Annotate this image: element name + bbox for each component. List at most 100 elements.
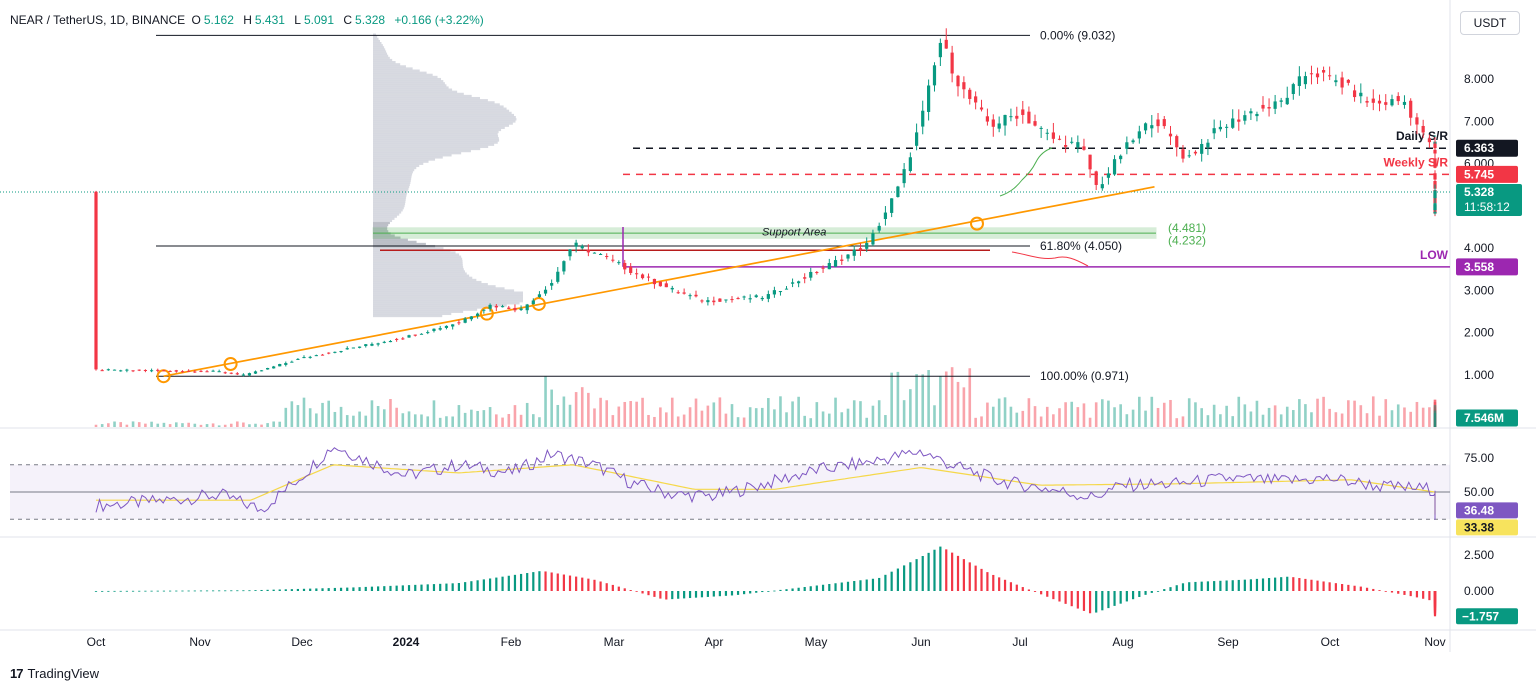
candle-body <box>168 370 172 372</box>
volume-bar <box>1310 412 1313 427</box>
volume-tag-bg <box>1456 409 1518 427</box>
macd-bar <box>749 591 752 594</box>
volume-profile-bar <box>373 84 447 87</box>
candle-body <box>1433 212 1437 214</box>
candle-body <box>357 346 362 348</box>
volume-bar <box>1433 413 1437 427</box>
volume-bar <box>1433 409 1437 427</box>
candle-body <box>1340 77 1344 88</box>
volume-profile-bar <box>373 266 464 269</box>
volume-bar <box>482 410 486 427</box>
macd-bar <box>501 576 504 591</box>
macd-bar <box>162 590 166 592</box>
volume-bar <box>1279 414 1283 427</box>
candle-body <box>112 369 117 371</box>
macd-bar <box>846 581 850 591</box>
macd-value-tag: −1.757 <box>1456 608 1518 625</box>
month-tick-label: Nov <box>1424 635 1445 649</box>
candle-body <box>217 371 221 373</box>
volume-profile-bar <box>373 105 504 108</box>
candle-body <box>1291 84 1295 95</box>
candle-body <box>1070 141 1074 143</box>
volume-bar <box>991 406 995 427</box>
candle-body <box>1409 100 1413 118</box>
macd-bar <box>767 591 770 592</box>
volume-bar <box>1225 405 1228 427</box>
candle-body <box>629 266 633 273</box>
candle-body <box>1131 140 1135 143</box>
macd-bar <box>878 577 881 591</box>
volume-bar <box>278 421 282 427</box>
macd-bar <box>1243 579 1246 591</box>
candle-body <box>1365 101 1369 103</box>
candle-body <box>1297 76 1301 86</box>
weekly-sr-price-tag-text: 5.745 <box>1464 167 1494 181</box>
volume-profile-bar <box>373 116 516 119</box>
macd-bar <box>1076 591 1079 609</box>
candle-body <box>950 52 954 74</box>
macd-bar <box>865 579 868 591</box>
volume-profile-bar <box>373 198 406 201</box>
candle-body <box>1273 101 1277 109</box>
candle-body <box>413 334 417 336</box>
candle-body <box>784 288 789 290</box>
currency-button[interactable]: USDT <box>1460 11 1520 35</box>
volume-profile-bar <box>373 293 523 297</box>
candle-body <box>131 370 135 372</box>
macd-bar <box>389 585 392 591</box>
macd-bar <box>464 582 467 591</box>
volume-bar <box>834 397 837 427</box>
candle-body <box>1433 149 1437 154</box>
candle-body <box>94 191 98 370</box>
rsi-ma-value-tag-bg <box>1456 519 1518 536</box>
volume-bar <box>137 422 141 427</box>
candle-body <box>921 110 925 127</box>
price-tick-label: 2.000 <box>1464 326 1494 340</box>
candle-body <box>162 370 166 372</box>
macd-bar <box>871 578 875 591</box>
macd-bar <box>647 591 650 596</box>
volume-bar <box>260 424 263 427</box>
candle-body <box>877 225 881 231</box>
macd-bar <box>290 589 293 591</box>
macd-bar <box>513 574 517 591</box>
volume-bar <box>1261 414 1265 427</box>
volume-profile-bar <box>373 42 382 45</box>
candle-body <box>598 253 603 255</box>
candle-body <box>974 96 978 103</box>
volume-bar <box>1359 405 1363 427</box>
brand-name: TradingView <box>27 666 100 681</box>
macd-bar <box>1433 591 1437 617</box>
macd-bar <box>131 590 135 592</box>
month-tick-label: Feb <box>501 635 522 649</box>
volume-profile-bar <box>373 82 445 85</box>
macd-bar <box>556 573 559 591</box>
volume-bar <box>1021 410 1025 427</box>
volume-bar <box>629 401 632 427</box>
macd-bar <box>488 578 492 591</box>
candle-body <box>1100 184 1104 189</box>
macd-bar <box>1101 591 1104 611</box>
volume-bar <box>1175 418 1179 427</box>
last-price-tag-bg <box>1456 183 1522 216</box>
volume-bar <box>1039 416 1043 427</box>
macd-bar <box>1298 578 1301 591</box>
volume-bar <box>1415 401 1419 427</box>
macd-bar <box>1095 591 1098 613</box>
macd-bar <box>266 589 269 591</box>
rsi-tick-label: 75.00 <box>1464 451 1494 465</box>
volume-profile-bar <box>373 270 466 273</box>
volume-profile-bar <box>373 80 444 83</box>
macd-bar <box>599 581 602 591</box>
candles <box>94 28 1437 377</box>
volume-profile-bar <box>373 162 424 165</box>
candle-body <box>1415 117 1419 125</box>
volume-bar <box>1365 413 1369 427</box>
volume-bar <box>791 401 794 427</box>
macd-bar <box>797 587 800 591</box>
volume-tag: 7.546M <box>1456 409 1518 427</box>
macd-bar <box>568 575 572 591</box>
brand-footer: 17 TradingView <box>10 666 99 681</box>
macd-bar <box>199 590 203 592</box>
